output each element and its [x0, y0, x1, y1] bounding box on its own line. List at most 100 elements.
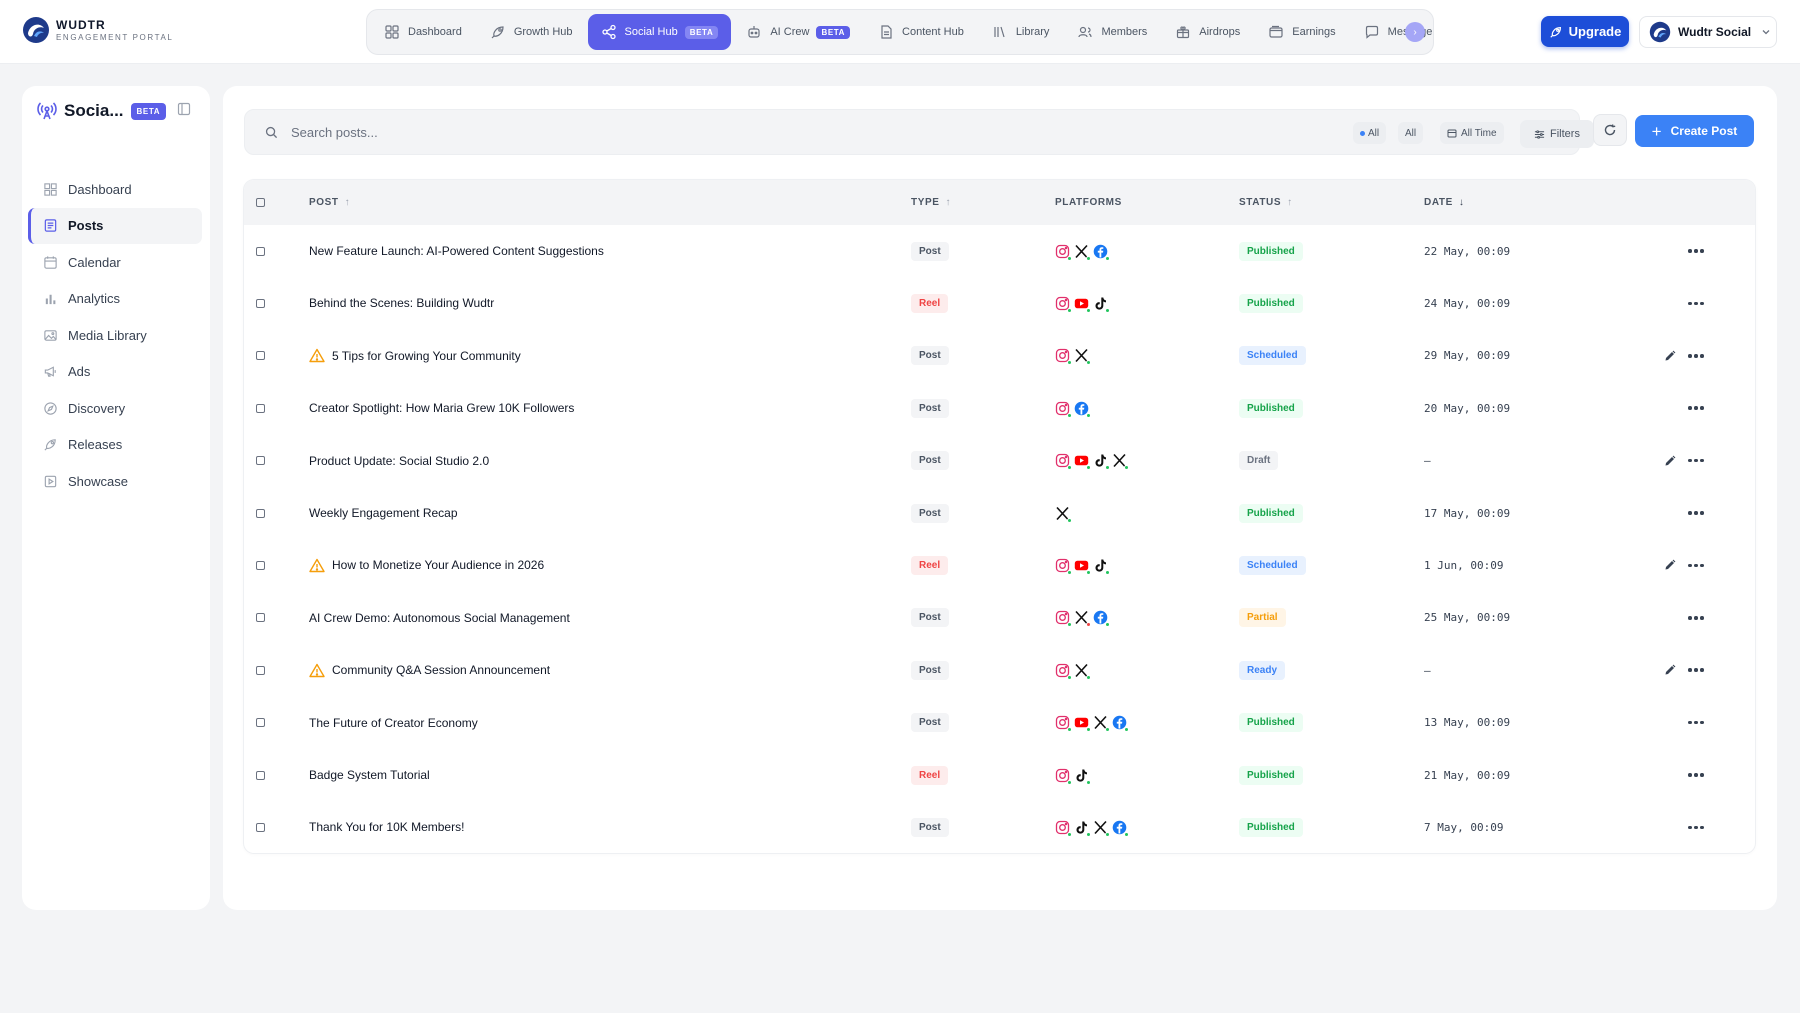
post-title-cell[interactable]: How to Monetize Your Audience in 2026 [309, 539, 544, 591]
column-status[interactable]: STATUS ↑ [1239, 180, 1293, 225]
more-options-icon[interactable] [1687, 277, 1705, 329]
status-badge: Published [1239, 398, 1303, 418]
row-checkbox[interactable] [256, 382, 265, 434]
x-icon [1074, 348, 1091, 366]
edit-icon[interactable] [1664, 330, 1676, 382]
post-title-cell[interactable]: New Feature Launch: AI-Powered Content S… [309, 225, 604, 277]
post-title-cell[interactable]: Creator Spotlight: How Maria Grew 10K Fo… [309, 382, 574, 434]
account-switcher[interactable]: Wudtr Social [1639, 16, 1777, 48]
more-options-icon[interactable] [1687, 697, 1705, 749]
row-checkbox[interactable] [256, 435, 265, 487]
nav-earnings[interactable]: Earnings [1255, 14, 1348, 50]
sidebar-item-discovery[interactable]: Discovery [28, 390, 202, 426]
more-options-icon[interactable] [1687, 487, 1705, 539]
type-cell: Reel [911, 749, 949, 801]
table-row[interactable]: 5 Tips for Growing Your Community Post Sch… [244, 330, 1755, 382]
nav-social-hub[interactable]: Social Hub BETA [587, 14, 732, 50]
row-checkbox[interactable] [256, 801, 265, 853]
nav-members[interactable]: Members [1064, 14, 1160, 50]
row-checkbox[interactable] [256, 487, 265, 539]
time-filter-chip[interactable]: All Time [1440, 122, 1504, 144]
nav-scroll-right-icon[interactable]: › [1405, 22, 1425, 42]
post-date: – [1424, 454, 1431, 468]
more-options-icon[interactable] [1687, 801, 1705, 853]
nav-airdrops[interactable]: Airdrops [1162, 14, 1253, 50]
post-title-cell[interactable]: Community Q&A Session Announcement [309, 644, 550, 696]
row-checkbox[interactable] [256, 697, 265, 749]
more-options-icon[interactable] [1687, 539, 1705, 591]
nav-dashboard[interactable]: Dashboard [371, 14, 475, 50]
column-date[interactable]: DATE ↓ [1424, 180, 1465, 225]
search-icon [265, 126, 278, 139]
status-badge: Draft [1239, 451, 1279, 471]
table-row[interactable]: Badge System Tutorial Reel Published 21 May… [244, 749, 1755, 801]
sidebar-item-dashboard[interactable]: Dashboard [28, 171, 202, 207]
edit-icon[interactable] [1664, 644, 1676, 696]
row-checkbox[interactable] [256, 277, 265, 329]
edit-icon[interactable] [1664, 539, 1676, 591]
row-checkbox[interactable] [256, 644, 265, 696]
more-options-icon[interactable] [1687, 592, 1705, 644]
edit-icon[interactable] [1664, 435, 1676, 487]
table-row[interactable]: Creator Spotlight: How Maria Grew 10K Fo… [244, 382, 1755, 434]
post-date: 25 May, 00:09 [1424, 611, 1511, 625]
nav-ai-crew[interactable]: AI Crew BETA [733, 14, 863, 50]
column-post[interactable]: POST ↑ [309, 180, 350, 225]
facebook-icon [1112, 715, 1129, 733]
table-row[interactable]: Thank You for 10K Members! Post Published 7… [244, 801, 1755, 853]
filters-button[interactable]: Filters [1520, 120, 1594, 148]
type-filter-chip[interactable]: All [1398, 122, 1424, 144]
brand[interactable]: WUDTR ENGAGEMENT PORTAL [22, 16, 173, 44]
date-cell: 22 May, 00:09 [1424, 225, 1510, 277]
post-title-cell[interactable]: Product Update: Social Studio 2.0 [309, 435, 489, 487]
nav-growth-hub[interactable]: Growth Hub [477, 14, 586, 50]
table-row[interactable]: Behind the Scenes: Building Wudtr Reel Pub… [244, 277, 1755, 329]
nav-library[interactable]: Library [979, 14, 1063, 50]
table-row[interactable]: Weekly Engagement Recap Post Published 17 M… [244, 487, 1755, 539]
sidebar-item-calendar[interactable]: Calendar [28, 244, 202, 280]
column-type[interactable]: TYPE ↑ [911, 180, 951, 225]
sidebar-item-media-library[interactable]: Media Library [28, 317, 202, 353]
more-options-icon[interactable] [1687, 644, 1705, 696]
row-checkbox[interactable] [256, 749, 265, 801]
more-options-icon[interactable] [1687, 382, 1705, 434]
post-title-cell[interactable]: Weekly Engagement Recap [309, 487, 458, 539]
row-checkbox[interactable] [256, 539, 265, 591]
row-checkbox[interactable] [256, 592, 265, 644]
sidebar-item-ads[interactable]: Ads [28, 354, 202, 390]
post-title-cell[interactable]: Thank You for 10K Members! [309, 801, 464, 853]
row-checkbox[interactable] [256, 225, 265, 277]
create-post-button[interactable]: + Create Post [1635, 115, 1754, 147]
nav-content-hub[interactable]: Content Hub [865, 14, 977, 50]
upgrade-button[interactable]: Upgrade [1541, 16, 1629, 47]
sidebar-item-releases[interactable]: Releases [28, 427, 202, 463]
tiktok-icon [1093, 558, 1110, 575]
beta-badge: BETA [684, 25, 719, 39]
post-title-cell[interactable]: 5 Tips for Growing Your Community [309, 330, 521, 382]
table-row[interactable]: Product Update: Social Studio 2.0 Post Dra… [244, 435, 1755, 487]
post-title-cell[interactable]: The Future of Creator Economy [309, 697, 478, 749]
refresh-button[interactable] [1593, 114, 1627, 146]
table-row[interactable]: Community Q&A Session Announcement Post Re… [244, 644, 1755, 696]
post-title-cell[interactable]: Behind the Scenes: Building Wudtr [309, 277, 494, 329]
more-options-icon[interactable] [1687, 749, 1705, 801]
sidebar-item-analytics[interactable]: Analytics [28, 281, 202, 317]
more-options-icon[interactable] [1687, 435, 1705, 487]
row-checkbox[interactable] [256, 330, 265, 382]
table-row[interactable]: AI Crew Demo: Autonomous Social Manageme… [244, 592, 1755, 644]
post-title-cell[interactable]: Badge System Tutorial [309, 749, 430, 801]
rocket-icon [491, 26, 504, 39]
collapse-sidebar-icon[interactable] [177, 102, 191, 116]
wudtr-avatar-icon [1649, 21, 1671, 43]
table-row[interactable]: New Feature Launch: AI-Powered Content S… [244, 225, 1755, 277]
more-options-icon[interactable] [1687, 330, 1705, 382]
select-all-checkbox[interactable] [256, 180, 265, 225]
more-options-icon[interactable] [1687, 225, 1705, 277]
post-title-cell[interactable]: AI Crew Demo: Autonomous Social Manageme… [309, 592, 570, 644]
status-filter-chip[interactable]: All [1353, 122, 1387, 144]
table-row[interactable]: How to Monetize Your Audience in 2026 Ree… [244, 539, 1755, 591]
table-row[interactable]: The Future of Creator Economy Post Publish… [244, 697, 1755, 749]
sidebar-item-posts[interactable]: Posts [28, 207, 202, 244]
search-input[interactable] [291, 118, 1091, 146]
sidebar-item-showcase[interactable]: Showcase [28, 463, 202, 499]
